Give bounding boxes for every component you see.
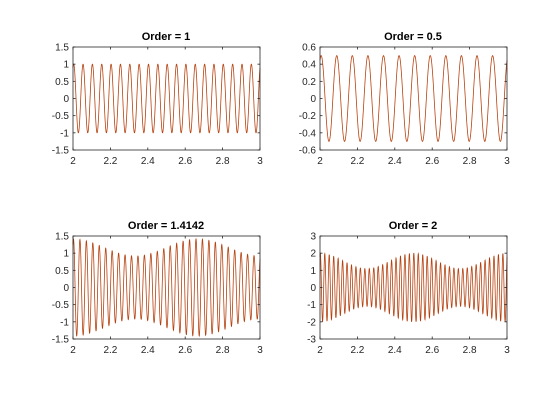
x-tick-label: 2: [70, 156, 76, 167]
subplot-order-0-5: Order = 0.5 2 2.2 2.4 2.6 2.8 3 0.6 0.4 0.2 0 -0.2…: [299, 31, 510, 167]
y-tick-label: -0.2: [299, 111, 317, 122]
y-tick-label: -2: [307, 317, 316, 328]
y-tick-label: 0.5: [55, 77, 69, 88]
y-tick-label: -1.5: [52, 146, 70, 157]
x-tick-label: 2.2: [350, 345, 364, 356]
y-tick-label: 0: [63, 283, 69, 294]
y-tick-label: 0: [310, 94, 316, 105]
y-tick-label: -3: [307, 335, 316, 346]
subplot-title: Order = 1: [142, 31, 191, 43]
x-tick-label: 2.6: [178, 345, 192, 356]
x-tick-label: 2: [317, 156, 323, 167]
y-tick-label: 0.4: [302, 60, 316, 71]
x-tick-label: 2.2: [103, 156, 117, 167]
series-line-overlay: [72, 238, 261, 337]
y-tick-label: 1: [63, 60, 69, 71]
axes-background: [73, 47, 260, 150]
x-tick-label: 2.2: [103, 345, 117, 356]
y-tick-label: -1.5: [52, 335, 70, 346]
x-tick-label: 2.4: [388, 156, 402, 167]
y-tick-label: 0.2: [302, 77, 316, 88]
series-line-overlay: [72, 63, 261, 134]
plot-area: 2 2.2 2.4 2.6 2.8 3 1.5 1 0.5 0 -0.5 -1 -1.5: [52, 43, 263, 168]
x-tick-label: 2.2: [350, 156, 364, 167]
y-tick-label: -0.4: [299, 128, 317, 139]
y-tick-label: -1: [307, 300, 316, 311]
subplot-title: Order = 1.4142: [128, 220, 204, 232]
y-tick-label: 3: [310, 232, 316, 243]
series-line-overlay: [319, 252, 508, 322]
plot-area: 2 2.2 2.4 2.6 2.8 3 0.6 0.4 0.2 0 -0.2 -0.4 -0.6: [299, 43, 510, 168]
axes-background: [320, 47, 507, 150]
x-tick-label: 2: [70, 345, 76, 356]
subplot-order-1-4142: Order = 1.4142 2 2.2 2.4 2.6 2.8 3 1.5 1 0.5 0 -0.…: [52, 220, 263, 356]
y-tick-label: 0.6: [302, 43, 316, 54]
y-tick-label: 0: [63, 94, 69, 105]
subplot-order-2: Order = 2 2 2.2 2.4 2.6 2.8 3 3 2 1 0 -1 -2 -3: [307, 220, 510, 356]
x-tick-label: 3: [504, 156, 510, 167]
y-tick-label: -0.5: [52, 300, 70, 311]
x-tick-label: 3: [257, 345, 263, 356]
x-tick-label: 2.6: [425, 345, 439, 356]
y-tick-label: 0.5: [55, 266, 69, 277]
x-tick-label: 2.4: [141, 156, 155, 167]
y-tick-label: -0.5: [52, 111, 70, 122]
y-tick-label: 1.5: [55, 232, 69, 243]
x-tick-label: 2.4: [388, 345, 402, 356]
x-tick-label: 2: [317, 345, 323, 356]
x-tick-label: 2.8: [463, 156, 477, 167]
x-tick-label: 2.8: [216, 345, 230, 356]
series-line-overlay: [319, 55, 508, 142]
x-tick-label: 3: [504, 345, 510, 356]
subplot-order-1: Order = 1 2 2.2 2.4 2.6 2.8 3 1.5 1 0.5 0 -0.5 -1 -1…: [52, 31, 263, 167]
x-tick-label: 2.6: [425, 156, 439, 167]
x-tick-label: 2.4: [141, 345, 155, 356]
y-tick-label: 1: [310, 266, 316, 277]
y-tick-label: 1: [63, 249, 69, 260]
y-tick-label: 2: [310, 249, 316, 260]
x-tick-label: 2.8: [216, 156, 230, 167]
y-tick-label: 1.5: [55, 43, 69, 54]
y-tick-label: -1: [60, 317, 69, 328]
subplot-title: Order = 2: [389, 220, 438, 232]
y-tick-label: -0.6: [299, 146, 317, 157]
y-tick-label: 0: [310, 283, 316, 294]
y-tick-label: -1: [60, 128, 69, 139]
x-tick-label: 2.8: [463, 345, 477, 356]
plot-area: 2 2.2 2.4 2.6 2.8 3 1.5 1 0.5 0 -0.5 -1 -1.5: [52, 232, 263, 357]
x-tick-label: 3: [257, 156, 263, 167]
x-tick-label: 2.6: [178, 156, 192, 167]
subplot-title: Order = 0.5: [384, 31, 442, 43]
plot-area: 2 2.2 2.4 2.6 2.8 3 3 2 1 0 -1 -2 -3: [307, 232, 510, 357]
